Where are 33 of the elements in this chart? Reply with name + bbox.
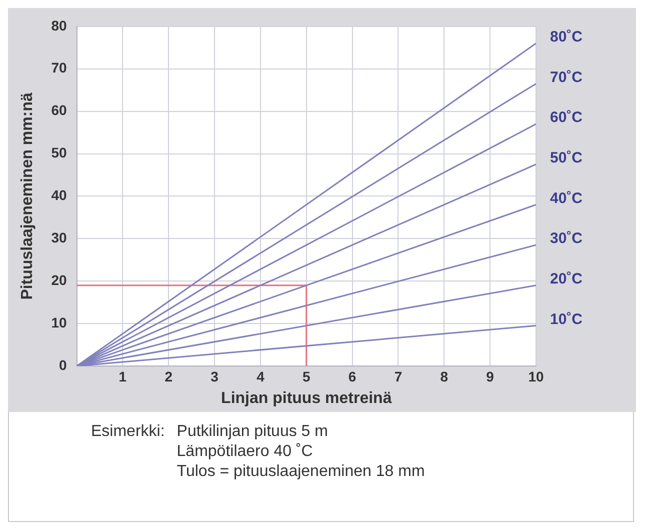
text: Esimerkki: [91, 422, 165, 442]
x-axis-title: Linjan pituus metreinä [221, 390, 392, 407]
series-label: 30˚C [550, 230, 583, 248]
y-tick-label: 60 [51, 102, 67, 118]
x-tick-label: 1 [118, 368, 127, 384]
series-label: 40˚C [550, 190, 583, 207]
series-label: 50˚C [550, 150, 583, 167]
x-tick-label: 8 [440, 368, 448, 384]
y-tick-label: 0 [58, 356, 67, 373]
y-tick-label: 70 [51, 60, 67, 76]
x-tick-label: 3 [210, 368, 219, 384]
y-tick-label: 20 [51, 272, 67, 288]
x-tick-label: 7 [394, 368, 402, 384]
series-label: 80˚C [550, 28, 583, 46]
text: Putkilinjan pituus 5 m [176, 422, 329, 442]
text: Tulos = pituuslaajeneminen 18 mm [176, 462, 425, 482]
x-tick-label: 2 [164, 368, 173, 384]
x-tick-label: 6 [348, 368, 356, 384]
y-tick-label: 30 [51, 230, 67, 246]
y-tick-label: 80 [51, 17, 67, 34]
series-label: 70˚C [550, 68, 583, 86]
series-label: 60˚C [550, 109, 583, 126]
y-axis-title: Pituuslaajeneminen mm:nä [19, 92, 36, 300]
y-tick-label: 10 [51, 314, 67, 330]
y-tick-label: 50 [51, 144, 67, 161]
x-tick-label: 5 [302, 368, 310, 384]
x-tick-label: 10 [528, 368, 544, 384]
series-label: 20˚C [550, 270, 583, 288]
x-tick-label: 9 [486, 368, 494, 384]
text: Lämpötilaero 40 ˚C [176, 442, 314, 462]
y-tick-label: 40 [51, 187, 67, 204]
x-tick-label: 4 [256, 368, 265, 384]
series-label: 10˚C [550, 310, 583, 328]
